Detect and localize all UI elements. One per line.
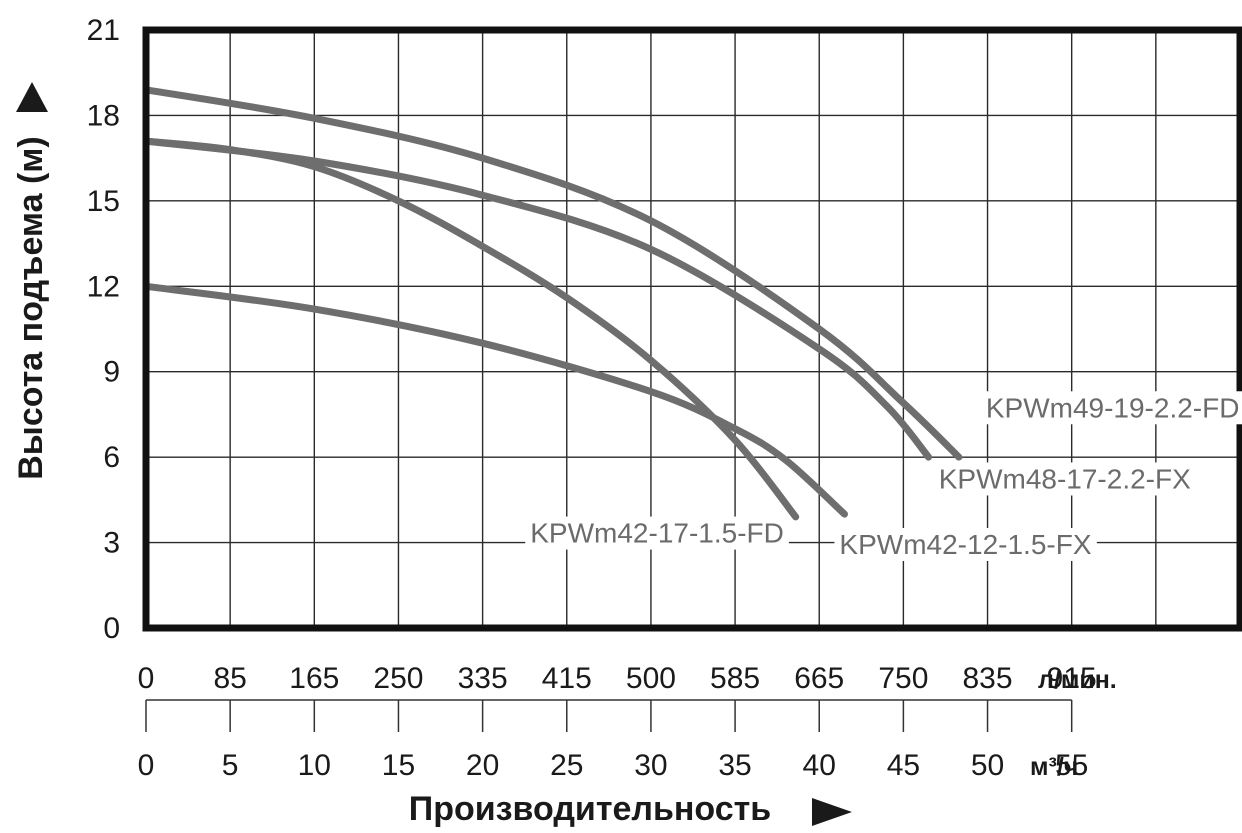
series-label-background: [525, 516, 789, 550]
x-tick-label: 335: [458, 662, 508, 695]
x-axis-unit: л/мин.: [1038, 666, 1117, 694]
y-tick-label: 21: [87, 14, 120, 47]
x-tick-label: 835: [963, 662, 1013, 695]
x-tick-label: 750: [878, 662, 928, 695]
x-tick-label: 35: [718, 749, 751, 782]
x-tick-label: 165: [289, 662, 339, 695]
curve-kpwm42-17-1.5-fd: [142, 137, 800, 521]
curve-kpwm42-12-1.5-fx: [142, 282, 848, 518]
y-tick-label: 6: [103, 441, 120, 474]
y-tick-label: 0: [103, 612, 120, 645]
x-tick-label: 915: [1047, 662, 1097, 695]
x-tick-label: 55: [1055, 749, 1088, 782]
x-tick-label: 15: [382, 749, 415, 782]
x-axis-unit: м³/ч: [1030, 753, 1078, 781]
plot-frame: [142, 26, 1242, 632]
x-tick-label: 585: [710, 662, 760, 695]
x-tick-label: 415: [542, 662, 592, 695]
curve-kpwm48-17-2.2-fx: [142, 137, 933, 461]
x-tick-label: 5: [222, 749, 239, 782]
series-label: KPWm42-12-1.5-FX: [839, 529, 1091, 560]
series-label: KPWm49-19-2.2-FD: [986, 392, 1240, 423]
y-axis-title: Высота подъема (м): [12, 136, 50, 480]
series-label-background: [834, 527, 1097, 561]
x-tick-label: 665: [794, 662, 844, 695]
series-label: KPWm42-17-1.5-FD: [530, 518, 784, 549]
x-tick-label: 250: [373, 662, 423, 695]
x-tick-label: 45: [887, 749, 920, 782]
x-tick-label: 50: [971, 749, 1004, 782]
x-tick-label: 25: [550, 749, 583, 782]
y-tick-label: 9: [103, 356, 120, 389]
series-label: KPWm48-17-2.2-FX: [939, 463, 1191, 494]
series-label-background: [980, 391, 1242, 425]
y-tick-label: 12: [87, 270, 120, 303]
x-tick-label: 85: [213, 662, 246, 695]
x-tick-label: 30: [634, 749, 667, 782]
curve-kpwm49-19-2.2-fd: [142, 86, 963, 461]
x-tick-label: 40: [803, 749, 836, 782]
series-label-background: [933, 462, 1197, 496]
x-tick-label: 20: [466, 749, 499, 782]
x-axis-arrow-icon: [812, 798, 852, 826]
y-axis-arrow-icon: [16, 82, 48, 112]
x-tick-label: 0: [138, 662, 155, 695]
x-axis-title: Производительность: [409, 790, 771, 828]
series-labels: KPWm49-19-2.2-FD KPWm48-17-2.2-FX KPWm42-1…: [525, 391, 1242, 561]
y-axis-tick-labels: 0 3 6 9 12 15 18 21: [87, 14, 120, 645]
y-tick-label: 18: [87, 99, 120, 132]
y-tick-label: 15: [87, 185, 120, 218]
x-tick-label: 0: [138, 749, 155, 782]
x-tick-label: 500: [626, 662, 676, 695]
y-tick-label: 3: [103, 527, 120, 560]
x-tick-label: 10: [298, 749, 331, 782]
performance-curves: [142, 86, 963, 521]
